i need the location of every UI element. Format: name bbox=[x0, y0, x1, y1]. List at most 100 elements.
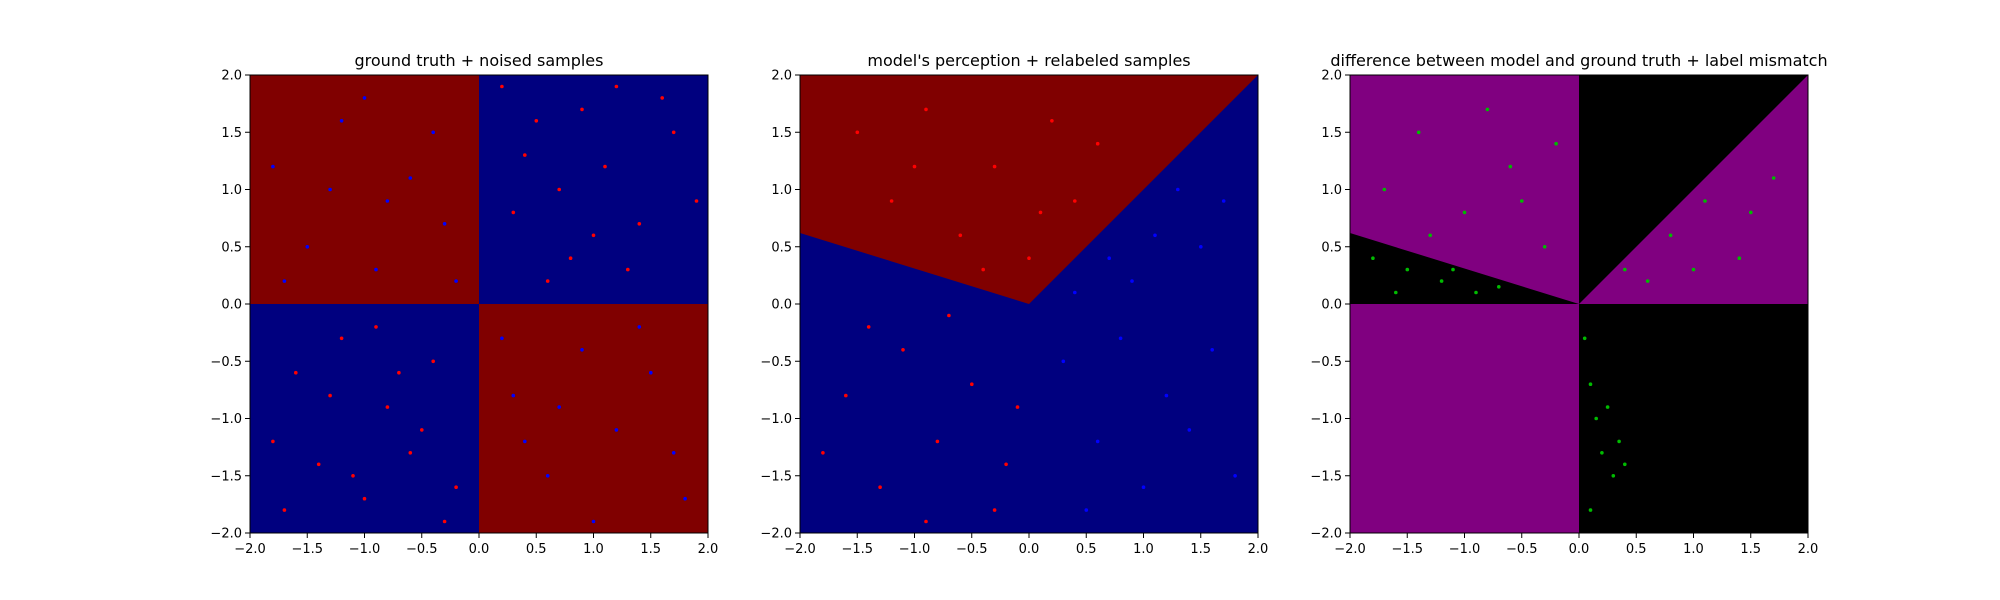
x-tick-label: −1.0 bbox=[899, 542, 931, 557]
scatter-point-green bbox=[1771, 176, 1776, 180]
region-red bbox=[800, 75, 1258, 304]
y-tick-label: 0.0 bbox=[221, 298, 242, 313]
scatter-point-red bbox=[454, 485, 458, 490]
scatter-point-red bbox=[935, 439, 940, 444]
scatter-point-red bbox=[511, 210, 516, 215]
y-tick-label: −1.0 bbox=[760, 412, 792, 427]
axis-ticks: −2.0 −1.5 −1.0 −0.5 0.0 0.5 1.0 1.5 2.0 −2.0 −1.5 −… bbox=[210, 69, 718, 558]
x-tick-label: 0.5 bbox=[1626, 542, 1647, 557]
y-tick-label: −2.0 bbox=[1310, 527, 1342, 542]
scatter-point-blue bbox=[328, 187, 332, 192]
y-tick-label: 1.5 bbox=[221, 126, 242, 141]
scatter-point-blue bbox=[614, 428, 619, 432]
scatter-point-red bbox=[694, 199, 699, 203]
scatter-point-green bbox=[1416, 130, 1421, 135]
y-tick-label: −0.5 bbox=[210, 355, 242, 370]
scatter-point-blue bbox=[683, 496, 687, 501]
y-tick-label: 1.0 bbox=[221, 183, 242, 198]
scatter-point-green bbox=[1645, 279, 1650, 283]
scatter-point-blue bbox=[1187, 428, 1192, 432]
scatter-point-red bbox=[408, 451, 413, 455]
scatter-point-red bbox=[660, 96, 664, 100]
scatter-point-green bbox=[1588, 382, 1593, 387]
y-tick-label: −2.0 bbox=[760, 527, 792, 542]
scatter-point-blue bbox=[557, 405, 561, 409]
x-tick-label: −1.0 bbox=[1449, 542, 1481, 557]
scatter-point-green bbox=[1462, 210, 1467, 215]
axis-ticks: −2.0 −1.5 −1.0 −0.5 0.0 0.5 1.0 1.5 2.0 −2.0 −1.5 −… bbox=[1310, 69, 1818, 558]
x-tick-label: 1.5 bbox=[640, 542, 661, 557]
x-tick-label: −0.5 bbox=[1506, 542, 1538, 557]
region-mismatch bbox=[1579, 75, 1808, 304]
scatter-point-blue bbox=[1176, 187, 1180, 192]
scatter-point-blue bbox=[1107, 256, 1111, 261]
scatter-point-blue bbox=[1118, 336, 1123, 341]
scatter-point-blue bbox=[591, 519, 596, 524]
scatter-point-red bbox=[316, 462, 321, 467]
scatter-point-red bbox=[947, 313, 951, 318]
scatter-point-red bbox=[339, 336, 344, 341]
scatter-point-red bbox=[431, 359, 436, 364]
scatter-point-green bbox=[1623, 462, 1627, 467]
y-tick-label: −1.5 bbox=[210, 469, 242, 484]
scatter-point-green bbox=[1451, 267, 1455, 272]
panel-difference: difference between model and ground trut… bbox=[1310, 51, 1827, 557]
scatter-point-red bbox=[924, 107, 928, 112]
scatter-point-red bbox=[992, 164, 997, 169]
scatter-point-green bbox=[1737, 256, 1742, 261]
y-tick-label: 2.0 bbox=[771, 69, 792, 84]
x-tick-label: 0.5 bbox=[526, 542, 547, 557]
y-tick-label: 0.5 bbox=[771, 240, 792, 255]
scatter-point-green bbox=[1605, 405, 1610, 409]
scatter-point-green bbox=[1691, 267, 1696, 272]
scatter-point-green bbox=[1439, 279, 1444, 283]
scatter-point-red bbox=[557, 187, 561, 192]
y-tick-label: 1.0 bbox=[1321, 183, 1342, 198]
scatter-point-green bbox=[1428, 233, 1432, 238]
chart-title: model's perception + relabeled samples bbox=[867, 51, 1190, 70]
region-red bbox=[479, 304, 708, 533]
scatter-point-red bbox=[397, 370, 401, 375]
scatter-point-blue bbox=[1061, 359, 1066, 364]
scatter-points bbox=[1371, 107, 1776, 512]
scatter-point-blue bbox=[1153, 233, 1157, 238]
scatter-point-red bbox=[970, 382, 974, 387]
scatter-point-green bbox=[1600, 451, 1604, 455]
scatter-point-blue bbox=[637, 325, 642, 329]
chart-title: ground truth + noised samples bbox=[355, 51, 604, 70]
x-tick-label: −1.5 bbox=[841, 542, 873, 557]
scatter-point-green bbox=[1382, 187, 1387, 192]
scatter-point-red bbox=[420, 428, 424, 432]
scatter-point-blue bbox=[431, 130, 436, 135]
scatter-point-blue bbox=[1084, 508, 1089, 512]
scatter-point-green bbox=[1474, 290, 1478, 295]
scatter-point-red bbox=[271, 439, 275, 444]
scatter-point-red bbox=[912, 164, 917, 169]
scatter-point-blue bbox=[1164, 393, 1169, 398]
background-regions bbox=[800, 75, 1258, 533]
x-tick-label: −0.5 bbox=[956, 542, 988, 557]
scatter-point-green bbox=[1611, 474, 1616, 478]
scatter-point-blue bbox=[305, 245, 310, 249]
scatter-point-green bbox=[1371, 256, 1375, 261]
scatter-point-blue bbox=[271, 164, 275, 169]
scatter-point-red bbox=[603, 164, 607, 169]
scatter-point-red bbox=[1027, 256, 1031, 261]
scatter-point-red bbox=[1095, 141, 1100, 146]
scatter-point-blue bbox=[545, 474, 550, 478]
y-tick-label: −1.0 bbox=[1310, 412, 1342, 427]
y-tick-label: −1.5 bbox=[760, 469, 792, 484]
y-tick-label: −1.5 bbox=[1310, 469, 1342, 484]
scatter-point-green bbox=[1623, 267, 1627, 272]
scatter-point-blue bbox=[523, 439, 527, 444]
scatter-point-green bbox=[1508, 164, 1513, 169]
scatter-point-green bbox=[1594, 416, 1598, 421]
scatter-point-red bbox=[866, 325, 871, 329]
y-tick-label: 0.0 bbox=[1321, 298, 1342, 313]
scatter-point-green bbox=[1617, 439, 1621, 444]
region-blue bbox=[250, 304, 479, 533]
x-tick-label: 0.0 bbox=[1569, 542, 1590, 557]
scatter-point-green bbox=[1668, 233, 1673, 238]
scatter-point-green bbox=[1394, 290, 1398, 295]
x-tick-label: 0.0 bbox=[469, 542, 490, 557]
